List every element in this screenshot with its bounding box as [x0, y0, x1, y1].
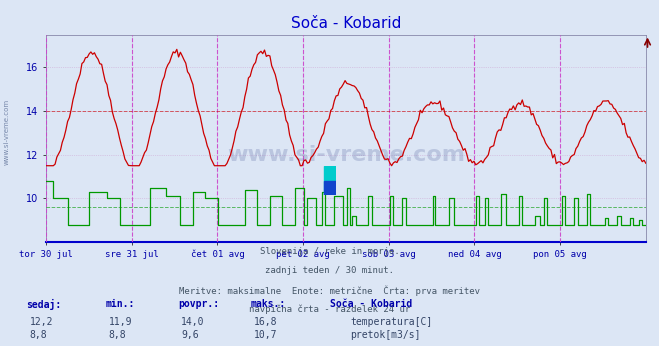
Text: www.si-vreme.com: www.si-vreme.com [227, 145, 465, 165]
Text: 10,7: 10,7 [254, 330, 277, 340]
Text: www.si-vreme.com: www.si-vreme.com [3, 98, 9, 165]
Text: min.:: min.: [105, 299, 135, 309]
Text: 16,8: 16,8 [254, 317, 277, 327]
Text: maks.:: maks.: [250, 299, 285, 309]
Text: Soča - Kobarid: Soča - Kobarid [330, 299, 412, 309]
Text: sedaj:: sedaj: [26, 299, 61, 310]
Text: 9,6: 9,6 [181, 330, 199, 340]
Text: zadnji teden / 30 minut.: zadnji teden / 30 minut. [265, 266, 394, 275]
Bar [324, 166, 336, 195]
Title: Soča - Kobarid: Soča - Kobarid [291, 16, 401, 31]
Text: povpr.:: povpr.: [178, 299, 219, 309]
Text: 8,8: 8,8 [30, 330, 47, 340]
Bar [324, 181, 336, 195]
Text: 8,8: 8,8 [109, 330, 127, 340]
Text: 14,0: 14,0 [181, 317, 205, 327]
Text: Slovenija / reke in morje.: Slovenija / reke in morje. [260, 247, 399, 256]
Text: temperatura[C]: temperatura[C] [351, 317, 433, 327]
Text: navpična črta - razdelek 24 ur: navpična črta - razdelek 24 ur [249, 304, 410, 314]
Text: 12,2: 12,2 [30, 317, 53, 327]
Text: Meritve: maksimalne  Enote: metrične  Črta: prva meritev: Meritve: maksimalne Enote: metrične Črta… [179, 285, 480, 296]
Text: pretok[m3/s]: pretok[m3/s] [351, 330, 421, 340]
Text: 11,9: 11,9 [109, 317, 132, 327]
